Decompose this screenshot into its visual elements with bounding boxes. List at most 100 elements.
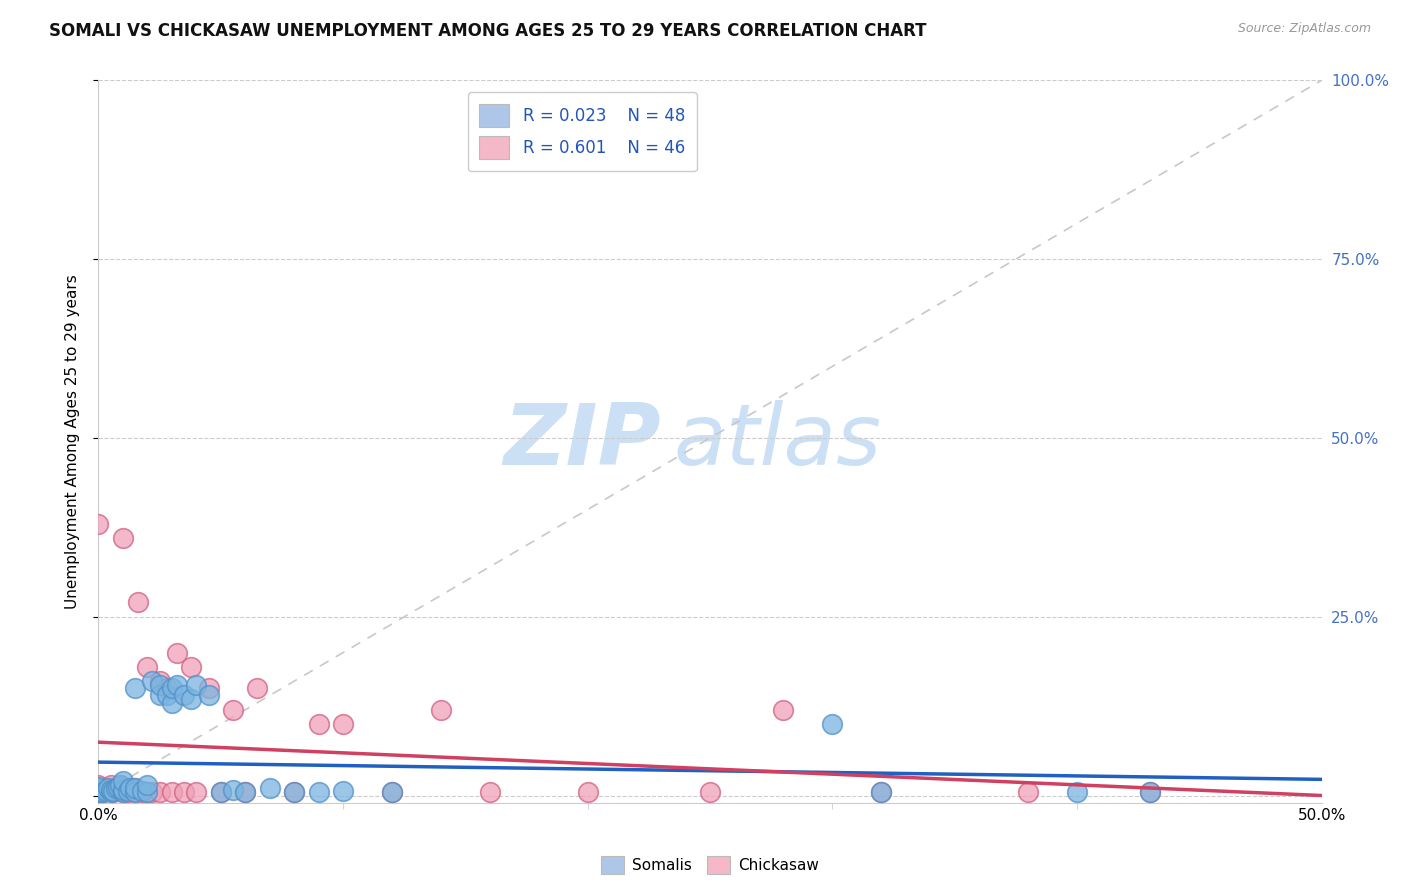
Point: [110, 778, 132, 792]
Point: [160, 681, 183, 696]
Point: [259, 781, 281, 796]
Point: [180, 692, 202, 706]
Point: [117, 784, 139, 798]
Point: [186, 678, 208, 692]
Point: [110, 778, 132, 792]
Point: [97, 781, 120, 796]
Point: [100, 778, 122, 792]
Point: [381, 785, 404, 799]
Point: [101, 784, 124, 798]
Point: [131, 785, 153, 799]
Point: [166, 646, 188, 660]
Point: [283, 785, 305, 799]
Point: [870, 785, 893, 799]
Point: [87, 783, 110, 797]
Point: [91, 785, 114, 799]
Point: [156, 681, 179, 696]
Point: [430, 703, 453, 717]
Point: [104, 781, 127, 796]
Point: [97, 781, 120, 796]
Point: [1066, 785, 1088, 799]
Point: [131, 784, 153, 798]
Point: [699, 785, 721, 799]
Point: [156, 689, 179, 703]
Point: [136, 785, 159, 799]
Point: [149, 689, 172, 703]
Text: SOMALI VS CHICKASAW UNEMPLOYMENT AMONG AGES 25 TO 29 YEARS CORRELATION CHART: SOMALI VS CHICKASAW UNEMPLOYMENT AMONG A…: [49, 22, 927, 40]
Point: [87, 784, 110, 798]
Point: [233, 785, 256, 799]
Point: [141, 674, 163, 689]
Point: [87, 516, 110, 531]
Point: [1139, 785, 1161, 799]
Point: [111, 785, 134, 799]
Point: [222, 703, 245, 717]
Point: [136, 778, 159, 792]
Y-axis label: Unemployment Among Ages 25 to 29 years: Unemployment Among Ages 25 to 29 years: [65, 274, 80, 609]
Point: [101, 785, 124, 799]
Point: [141, 785, 163, 799]
Point: [127, 595, 149, 609]
Point: [111, 774, 134, 789]
Point: [87, 778, 110, 792]
Point: [332, 717, 354, 731]
Point: [821, 717, 844, 731]
Point: [1139, 785, 1161, 799]
Point: [91, 785, 114, 799]
Legend: Somalis, Chickasaw: Somalis, Chickasaw: [593, 848, 827, 882]
Point: [87, 780, 110, 794]
Point: [283, 785, 305, 799]
Point: [772, 703, 794, 717]
Point: [87, 781, 110, 796]
Point: [173, 689, 195, 703]
Point: [111, 785, 134, 799]
Point: [107, 781, 129, 796]
Point: [120, 781, 142, 796]
Point: [233, 785, 256, 799]
Point: [160, 696, 183, 710]
Point: [149, 678, 172, 692]
Point: [186, 785, 208, 799]
Point: [870, 785, 893, 799]
Point: [149, 674, 172, 689]
Point: [136, 660, 159, 674]
Point: [100, 785, 122, 799]
Point: [94, 784, 117, 798]
Point: [209, 785, 232, 799]
Point: [160, 785, 183, 799]
Text: Source: ZipAtlas.com: Source: ZipAtlas.com: [1237, 22, 1371, 36]
Point: [180, 660, 202, 674]
Point: [136, 785, 159, 799]
Point: [124, 781, 146, 796]
Text: atlas: atlas: [673, 400, 882, 483]
Point: [111, 531, 134, 545]
Point: [222, 783, 245, 797]
Point: [111, 783, 134, 797]
Point: [124, 781, 146, 796]
Point: [197, 689, 219, 703]
Point: [197, 681, 219, 696]
Point: [124, 785, 146, 799]
Point: [166, 678, 188, 692]
Point: [120, 781, 142, 796]
Point: [87, 783, 110, 797]
Point: [1017, 785, 1039, 799]
Point: [308, 717, 330, 731]
Point: [332, 784, 354, 798]
Point: [478, 785, 501, 799]
Point: [576, 785, 599, 799]
Point: [107, 780, 129, 794]
Point: [100, 783, 122, 797]
Text: ZIP: ZIP: [503, 400, 661, 483]
Point: [149, 785, 172, 799]
Point: [87, 785, 110, 799]
Point: [308, 785, 330, 799]
Point: [87, 785, 110, 799]
Point: [124, 681, 146, 696]
Point: [209, 785, 232, 799]
Point: [117, 785, 139, 799]
Point: [124, 785, 146, 799]
Point: [246, 681, 269, 696]
Point: [173, 785, 195, 799]
Point: [381, 785, 404, 799]
